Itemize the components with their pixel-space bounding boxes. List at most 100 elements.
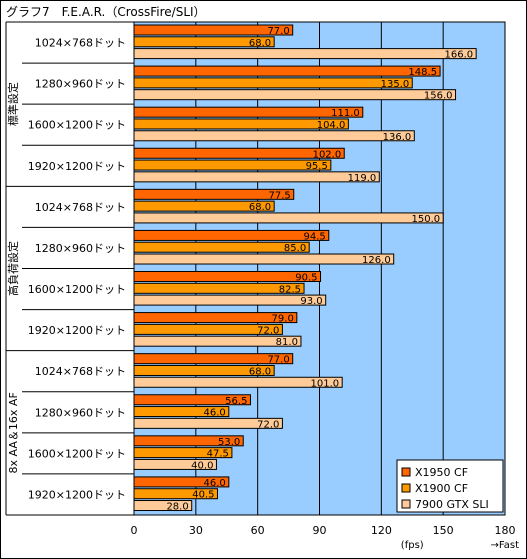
bar [133,500,193,512]
bar [133,323,283,335]
category-label: 1600×1200ドット [28,283,126,296]
legend [396,459,504,513]
data-label: 81.0 [276,337,298,348]
bar [133,488,218,500]
legend-swatch [401,499,411,509]
category-label: 1024×768ドット [35,201,126,214]
bar [133,417,283,429]
bar [133,159,332,171]
bar [133,271,322,282]
category-label: 1280×960ドット [35,406,126,419]
bar [133,435,244,447]
bar [133,394,251,406]
data-label: 93.0 [300,296,322,307]
bar [133,65,441,77]
category-label: 1024×768ドット [35,365,126,378]
data-label: 111.0 [331,108,360,119]
bar [133,36,275,48]
legend-label: X1900 CF [415,482,468,495]
direction-label: →Fast [491,540,520,551]
data-label: 119.0 [348,173,377,184]
bar [133,89,457,101]
x-tick-label: 150 [433,524,454,537]
data-label: 136.0 [383,132,412,143]
data-label: 150.0 [412,214,441,225]
x-tick-label: 120 [371,524,392,537]
bar [133,447,233,459]
bar [133,312,298,324]
data-label: 102.0 [313,149,342,160]
data-label: 77.0 [267,355,289,366]
data-label: 95.5 [306,161,328,172]
data-label: 46.0 [204,478,226,489]
data-label: 56.5 [225,396,247,407]
data-label: 40.5 [192,490,214,501]
category-label: 1920×1200ドット [28,324,126,337]
legend-swatch [401,483,411,493]
bar [133,200,275,212]
group-label: 8x AA＆16x AF [7,392,20,473]
chart-title: グラフ7 F.E.A.R.（CrossFire/SLI） [6,5,206,19]
category-label: 1280×960ドット [35,242,126,255]
x-unit-label: (fps) [401,540,424,551]
data-label: 104.0 [317,120,346,131]
x-tick-label: 60 [251,524,265,537]
data-label: 68.0 [249,38,271,49]
data-label: 28.0 [166,502,188,513]
data-label: 72.0 [257,325,279,336]
legend-label: 7900 GTX SLI [415,498,489,511]
data-label: 85.0 [284,243,306,254]
group-label: 高負荷設定 [6,241,20,296]
data-label: 77.5 [268,190,290,201]
data-label: 82.5 [279,284,301,295]
bar [133,241,310,253]
bar [133,24,294,36]
category-label: 1600×1200ドット [28,119,126,132]
data-label: 135.0 [381,79,410,90]
data-label: 148.5 [408,67,437,78]
category-label: 1600×1200ドット [28,447,126,460]
bar [133,353,294,365]
bar [133,130,415,142]
x-tick-label: 0 [131,524,138,537]
bar [133,335,302,347]
bar [133,253,395,265]
group-label: 標準設定 [6,82,20,126]
bar [133,77,413,89]
bar [133,406,230,418]
bar [133,118,349,130]
category-label: 1920×1200ドット [28,160,126,173]
bar [133,106,364,118]
data-label: 68.0 [249,202,271,213]
bar [133,229,330,241]
bar [133,48,477,60]
category-label: 1280×960ドット [35,78,126,91]
bar [133,376,343,388]
bar [133,476,230,488]
legend-swatch [401,467,411,477]
data-label: 53.0 [218,437,240,448]
bar [133,147,345,159]
data-label: 40.0 [191,460,213,471]
data-label: 47.5 [207,449,229,460]
x-tick-label: 30 [189,524,203,537]
data-label: 72.0 [257,419,279,430]
data-label: 79.0 [272,314,294,325]
data-label: 68.0 [249,366,271,377]
bar [133,188,295,200]
data-label: 101.0 [311,378,340,389]
data-label: 156.0 [424,91,453,102]
bar [133,282,305,294]
data-label: 90.5 [295,273,317,284]
category-label: 1024×768ドット [35,37,126,50]
bar [133,458,217,470]
x-tick-label: 180 [495,524,516,537]
x-tick-label: 90 [313,524,327,537]
data-label: 46.0 [204,408,226,419]
data-label: 166.0 [445,50,474,61]
bar [133,171,380,183]
data-label: 77.0 [267,26,289,37]
bar [133,294,327,306]
data-label: 94.5 [304,231,326,242]
bar [133,364,275,376]
